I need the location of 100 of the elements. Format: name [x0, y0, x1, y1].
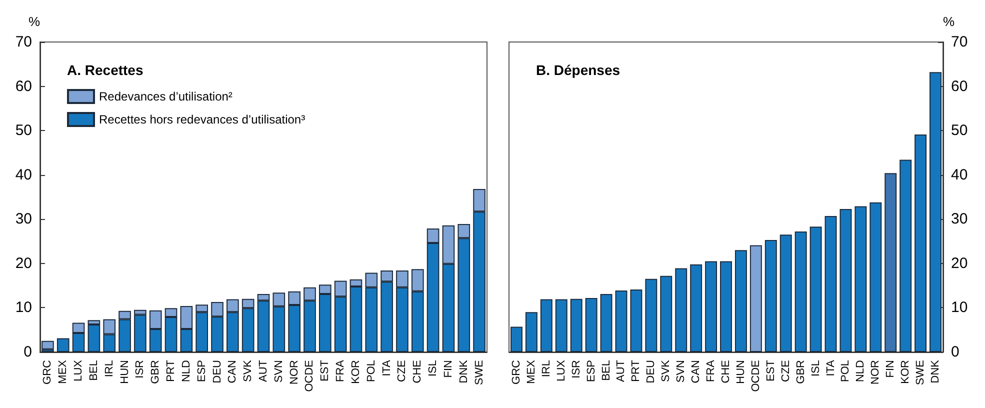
bar	[645, 278, 658, 352]
x-tick-label: CHE	[720, 360, 732, 384]
bar	[600, 294, 612, 352]
x-tick-label: CAN	[690, 360, 702, 384]
y-tick-label: 20	[951, 254, 968, 272]
x-tick-label: LUX	[555, 359, 568, 382]
x-tick-label: DEU	[645, 360, 658, 384]
y-tick-label: 60	[951, 78, 968, 95]
y-axis-title: %	[28, 14, 40, 29]
bar	[810, 226, 822, 352]
x-tick-label: KOR	[900, 360, 912, 384]
x-tick-label: MEX	[525, 359, 538, 384]
bar	[824, 216, 837, 352]
x-tick-label: ESP	[585, 360, 598, 382]
x-tick-label: HUN	[118, 360, 131, 384]
bar	[750, 245, 762, 352]
x-tick-label: SVN	[675, 360, 688, 383]
x-tick-label: FRA	[705, 359, 718, 382]
x-tick-label: FRA	[334, 359, 347, 382]
bar	[570, 298, 582, 352]
bar	[930, 72, 942, 352]
x-tick-label: DNK	[458, 359, 470, 384]
x-tick-label: AUT	[615, 360, 628, 382]
bar	[720, 261, 732, 352]
x-tick-label: FIN	[442, 360, 454, 378]
x-tick-label: EST	[319, 360, 332, 382]
x-tick-label: ISL	[427, 360, 440, 377]
bar	[540, 299, 552, 352]
bar	[884, 173, 897, 352]
bar	[675, 268, 688, 352]
x-tick-label: ITA	[824, 359, 837, 376]
bar	[660, 276, 672, 352]
text: B. Dépenses	[536, 62, 620, 78]
y-axis-title: %	[943, 14, 955, 29]
x-tick-label: KOR	[350, 360, 362, 384]
bar	[794, 232, 807, 352]
x-tick-label: DEU	[211, 360, 224, 384]
x-tick-label: ESP	[196, 360, 208, 382]
y-tick-label: 20	[15, 254, 32, 272]
x-tick-label: CZE	[396, 360, 408, 382]
bar	[56, 338, 70, 352]
x-tick-label: SVN	[272, 360, 285, 383]
bar	[734, 250, 747, 352]
x-tick-label: BEL	[88, 360, 100, 381]
x-tick-label: ITA	[380, 359, 393, 376]
x-tick-label: HUN	[734, 360, 747, 384]
x-tick-label: GRC	[510, 360, 522, 384]
bar	[42, 340, 54, 350]
bar	[630, 290, 642, 352]
x-tick-label: CZE	[780, 360, 792, 382]
x-tick-label: SWE	[473, 360, 486, 386]
y-tick-label: 10	[15, 299, 32, 316]
bar	[690, 264, 702, 352]
bar	[900, 160, 912, 352]
y-tick-label: 40	[15, 166, 32, 184]
bar	[510, 326, 522, 352]
bar	[705, 261, 718, 352]
x-tick-label: NOR	[870, 360, 882, 384]
bar	[870, 202, 882, 352]
x-tick-label: PRT	[630, 360, 642, 382]
x-tick-label: MEX	[57, 359, 70, 384]
bar	[585, 298, 598, 352]
x-tick-label: CAN	[226, 360, 239, 384]
x-tick-label: IRL	[540, 360, 552, 378]
legend-label: Redevances d’utilisation²	[99, 90, 232, 104]
x-tick-label: CHE	[412, 360, 424, 384]
x-tick-label: OCDE	[304, 360, 316, 392]
y-tick-label: 60	[15, 78, 32, 95]
x-tick-label: NOR	[288, 360, 300, 384]
x-tick-label: SWE	[914, 360, 927, 386]
bar	[840, 208, 852, 352]
x-tick-label: PRT	[165, 360, 178, 382]
y-tick-label: 0	[951, 344, 960, 360]
x-tick-label: NLD	[180, 360, 192, 382]
x-tick-label: EST	[764, 360, 777, 382]
x-tick-label: FIN	[884, 360, 897, 378]
y-tick-label: 40	[951, 166, 968, 184]
bar	[555, 299, 568, 352]
bar	[854, 206, 867, 352]
x-tick-label: NLD	[854, 360, 867, 382]
y-tick-label: 30	[951, 210, 968, 228]
x-tick-label: GBR	[794, 360, 807, 384]
bar	[615, 290, 628, 352]
y-tick-label: 50	[15, 122, 32, 140]
y-tick-label: 50	[951, 122, 968, 140]
x-tick-label: AUT	[258, 360, 270, 382]
x-tick-label: ISR	[134, 360, 146, 378]
x-tick-label: DNK	[930, 359, 942, 384]
legend-label: Recettes hors redevances d’utilisation³	[99, 112, 306, 126]
x-tick-label: SVK	[242, 359, 254, 382]
y-tick-label: 70	[951, 34, 968, 50]
bar	[914, 134, 927, 352]
x-tick-label: ISR	[570, 360, 582, 378]
y-tick-label: 30	[15, 210, 32, 228]
x-tick-label: ISL	[810, 360, 822, 377]
x-tick-label: GBR	[150, 360, 162, 384]
x-tick-label: SVK	[660, 359, 672, 382]
x-tick-label: LUX	[72, 359, 85, 382]
bar	[764, 240, 777, 352]
x-tick-label: OCDE	[750, 360, 762, 392]
